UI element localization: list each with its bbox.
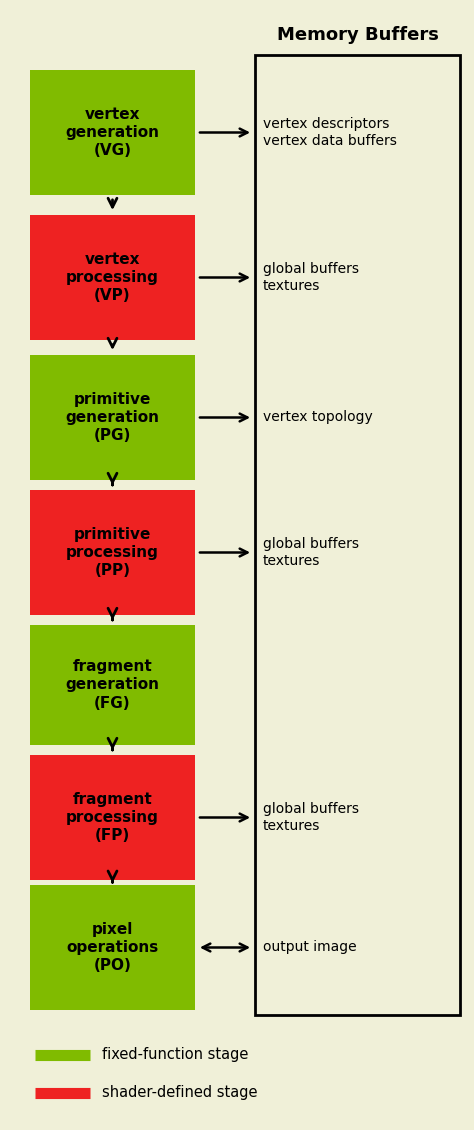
Text: vertex
generation
(VG): vertex generation (VG) xyxy=(65,107,159,158)
Text: vertex topology: vertex topology xyxy=(263,410,373,425)
Text: global buffers
textures: global buffers textures xyxy=(263,537,359,568)
Bar xyxy=(30,625,195,745)
Bar xyxy=(30,355,195,480)
Text: global buffers
textures: global buffers textures xyxy=(263,801,359,834)
Text: vertex
processing
(VP): vertex processing (VP) xyxy=(66,252,159,303)
Bar xyxy=(255,55,460,1015)
Text: output image: output image xyxy=(263,940,356,955)
Text: Memory Buffers: Memory Buffers xyxy=(276,26,438,44)
Text: primitive
generation
(PG): primitive generation (PG) xyxy=(65,392,159,443)
Bar xyxy=(30,70,195,195)
Text: fixed-function stage: fixed-function stage xyxy=(102,1048,248,1062)
Text: vertex descriptors
vertex data buffers: vertex descriptors vertex data buffers xyxy=(263,116,397,148)
Bar xyxy=(30,215,195,340)
Text: shader-defined stage: shader-defined stage xyxy=(102,1086,257,1101)
Text: fragment
generation
(FG): fragment generation (FG) xyxy=(65,660,159,711)
Bar xyxy=(30,885,195,1010)
Text: primitive
processing
(PP): primitive processing (PP) xyxy=(66,527,159,579)
Text: global buffers
textures: global buffers textures xyxy=(263,261,359,294)
Text: fragment
processing
(FP): fragment processing (FP) xyxy=(66,792,159,843)
Text: pixel
operations
(PO): pixel operations (PO) xyxy=(66,922,159,973)
Bar xyxy=(30,755,195,880)
Bar xyxy=(30,490,195,615)
